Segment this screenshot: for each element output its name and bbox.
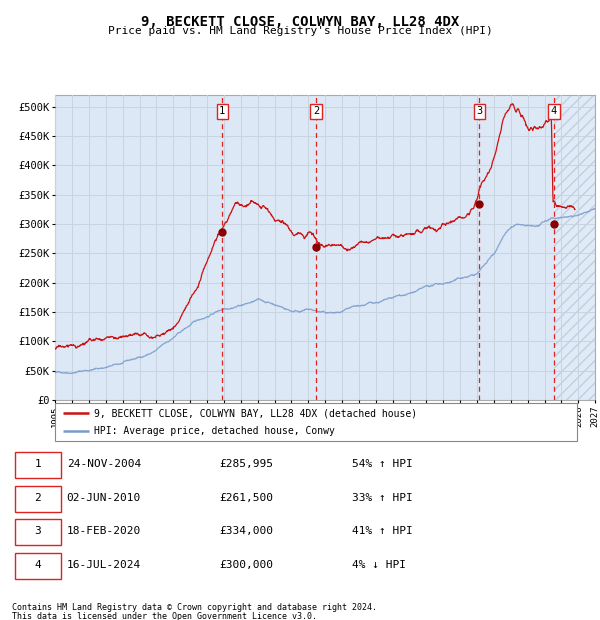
Text: 3: 3 bbox=[35, 526, 41, 536]
FancyBboxPatch shape bbox=[55, 403, 577, 441]
FancyBboxPatch shape bbox=[15, 486, 61, 512]
Bar bbox=[554, 95, 595, 400]
Text: HPI: Average price, detached house, Conwy: HPI: Average price, detached house, Conw… bbox=[94, 426, 335, 436]
Text: 18-FEB-2020: 18-FEB-2020 bbox=[67, 526, 141, 536]
Bar bbox=[222, 95, 316, 400]
FancyBboxPatch shape bbox=[15, 520, 61, 546]
Text: 4: 4 bbox=[35, 560, 41, 570]
Text: 41% ↑ HPI: 41% ↑ HPI bbox=[352, 526, 413, 536]
Text: 9, BECKETT CLOSE, COLWYN BAY, LL28 4DX (detached house): 9, BECKETT CLOSE, COLWYN BAY, LL28 4DX (… bbox=[94, 409, 418, 419]
Text: £334,000: £334,000 bbox=[220, 526, 274, 536]
Text: 2: 2 bbox=[313, 106, 319, 117]
Text: 02-JUN-2010: 02-JUN-2010 bbox=[67, 493, 141, 503]
Text: This data is licensed under the Open Government Licence v3.0.: This data is licensed under the Open Gov… bbox=[12, 612, 317, 620]
Text: 4: 4 bbox=[551, 106, 557, 117]
Text: 1: 1 bbox=[219, 106, 226, 117]
FancyBboxPatch shape bbox=[15, 553, 61, 579]
Text: 54% ↑ HPI: 54% ↑ HPI bbox=[352, 459, 413, 469]
Text: 24-NOV-2004: 24-NOV-2004 bbox=[67, 459, 141, 469]
Text: 2: 2 bbox=[35, 493, 41, 503]
FancyBboxPatch shape bbox=[15, 453, 61, 479]
Text: £261,500: £261,500 bbox=[220, 493, 274, 503]
Text: £285,995: £285,995 bbox=[220, 459, 274, 469]
Text: Contains HM Land Registry data © Crown copyright and database right 2024.: Contains HM Land Registry data © Crown c… bbox=[12, 603, 377, 612]
Text: 3: 3 bbox=[476, 106, 482, 117]
Text: Price paid vs. HM Land Registry's House Price Index (HPI): Price paid vs. HM Land Registry's House … bbox=[107, 26, 493, 36]
Text: £300,000: £300,000 bbox=[220, 560, 274, 570]
Bar bbox=[554, 95, 595, 400]
Text: 1: 1 bbox=[35, 459, 41, 469]
Text: 33% ↑ HPI: 33% ↑ HPI bbox=[352, 493, 413, 503]
Text: 16-JUL-2024: 16-JUL-2024 bbox=[67, 560, 141, 570]
Text: 9, BECKETT CLOSE, COLWYN BAY, LL28 4DX: 9, BECKETT CLOSE, COLWYN BAY, LL28 4DX bbox=[141, 16, 459, 30]
Text: 4% ↓ HPI: 4% ↓ HPI bbox=[352, 560, 406, 570]
